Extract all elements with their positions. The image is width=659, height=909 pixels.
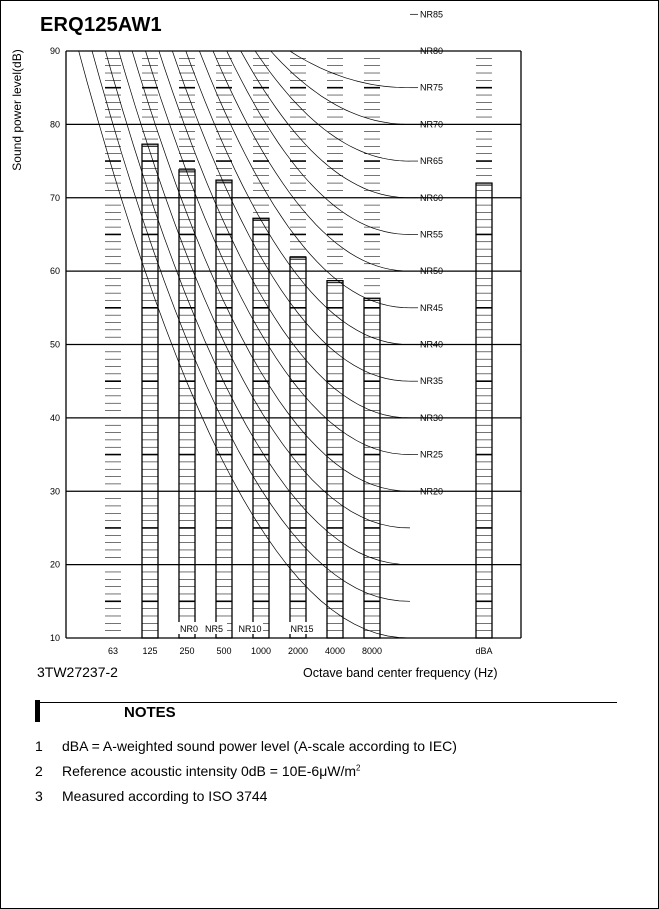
x-tick-label: 63 xyxy=(108,646,118,656)
nr-curve xyxy=(226,51,411,235)
nr-curve-label: NR65 xyxy=(420,156,443,166)
nr-curve xyxy=(91,51,411,602)
nr-curve-label: NR40 xyxy=(420,340,443,350)
note-number: 2 xyxy=(35,763,43,779)
y-tick-label: 10 xyxy=(50,633,60,643)
note-1: 1 dBA = A-weighted sound power level (A-s… xyxy=(35,738,457,754)
nr-curve xyxy=(315,0,410,41)
bar xyxy=(475,182,493,639)
notes-marker xyxy=(35,700,40,722)
drawing-code: 3TW27237-2 xyxy=(37,664,118,680)
nr-curve-label: NR50 xyxy=(420,266,443,276)
bar xyxy=(252,217,270,639)
bar xyxy=(326,280,344,639)
sound-power-chart: 10 20 30 40 50 60 70 80 90 NR20 NR25 NR30 NR35 NR40 NR… xyxy=(50,0,522,656)
x-tick-label: 125 xyxy=(142,646,157,656)
nr-curve xyxy=(158,51,411,419)
x-tick-label: 8000 xyxy=(362,646,382,656)
y-tick-label: 80 xyxy=(50,119,60,129)
nr-curve xyxy=(118,51,411,529)
nr-curve-label: NR25 xyxy=(420,450,443,460)
nr-curve-label: NR55 xyxy=(420,229,443,239)
y-tick-label: 50 xyxy=(50,340,60,350)
nr-curve xyxy=(384,51,410,52)
nr-curve xyxy=(212,51,411,272)
nr-curve-label: NR5 xyxy=(205,624,223,634)
nr-label-bg xyxy=(201,622,227,634)
note-text: Reference acoustic intensity 0dB = 10E-6… xyxy=(62,763,357,779)
y-tick-label: 20 xyxy=(50,560,60,570)
note-number: 3 xyxy=(35,788,43,804)
notes-title: NOTES xyxy=(124,704,176,721)
chart-title: ERQ125AW1 xyxy=(40,14,162,36)
nr-label-bg xyxy=(289,622,315,634)
nr-curve-label: NR75 xyxy=(420,83,443,93)
nr-curve xyxy=(240,51,411,199)
y-tick-label: 70 xyxy=(50,193,60,203)
bar xyxy=(178,169,196,639)
note-superscript: 2 xyxy=(356,763,361,773)
nr-curve-label: NR85 xyxy=(420,9,443,19)
nr-curve-label: NR45 xyxy=(420,303,443,313)
x-tick-label: 500 xyxy=(216,646,231,656)
x-tick-label: 250 xyxy=(179,646,194,656)
bar xyxy=(215,179,233,639)
y-tick-label: 60 xyxy=(50,266,60,276)
nr-label-bg xyxy=(176,622,202,634)
x-axis-label: Octave band center frequency (Hz) xyxy=(303,666,498,680)
nr-curve-label: NR70 xyxy=(420,119,443,129)
nr-curve-label: NR15 xyxy=(290,624,313,634)
nr-label-bg xyxy=(237,622,263,634)
x-tick-label: 1000 xyxy=(251,646,271,656)
nr-curve xyxy=(270,51,411,125)
y-tick-label: 30 xyxy=(50,486,60,496)
note-2: 2 Reference acoustic intensity 0dB = 10E-… xyxy=(35,763,361,779)
nr-curve-label: NR60 xyxy=(420,193,443,203)
bar xyxy=(289,256,307,639)
nr-curve xyxy=(78,51,411,638)
nr-curve xyxy=(254,51,411,162)
y-tick-label: 90 xyxy=(50,46,60,56)
bar xyxy=(141,143,159,639)
bar xyxy=(363,297,381,639)
y-tick-label: 40 xyxy=(50,413,60,423)
note-3: 3 Measured according to ISO 3744 xyxy=(35,788,267,804)
nr-curve-label: NR20 xyxy=(420,486,443,496)
nr-curve xyxy=(105,51,411,565)
nr-curve-label: NR80 xyxy=(420,46,443,56)
nr-curve xyxy=(145,51,411,455)
x-tick-label: dBA xyxy=(475,646,492,656)
nr-curve xyxy=(185,51,411,345)
x-tick-label: 2000 xyxy=(288,646,308,656)
note-text: Measured according to ISO 3744 xyxy=(62,788,268,804)
nr-curve xyxy=(289,51,410,89)
nr-curve xyxy=(199,51,411,309)
nr-curve-label: NR10 xyxy=(238,624,261,634)
nr-curve xyxy=(302,14,410,41)
note-number: 1 xyxy=(35,738,43,754)
nr-curve-label: NR0 xyxy=(180,624,198,634)
x-tick-label: 4000 xyxy=(325,646,345,656)
notes-divider xyxy=(40,702,617,703)
nr-curve-label: NR30 xyxy=(420,413,443,423)
nr-curve-label: NR35 xyxy=(420,376,443,386)
note-text: dBA = A-weighted sound power level (A-sc… xyxy=(62,738,457,754)
